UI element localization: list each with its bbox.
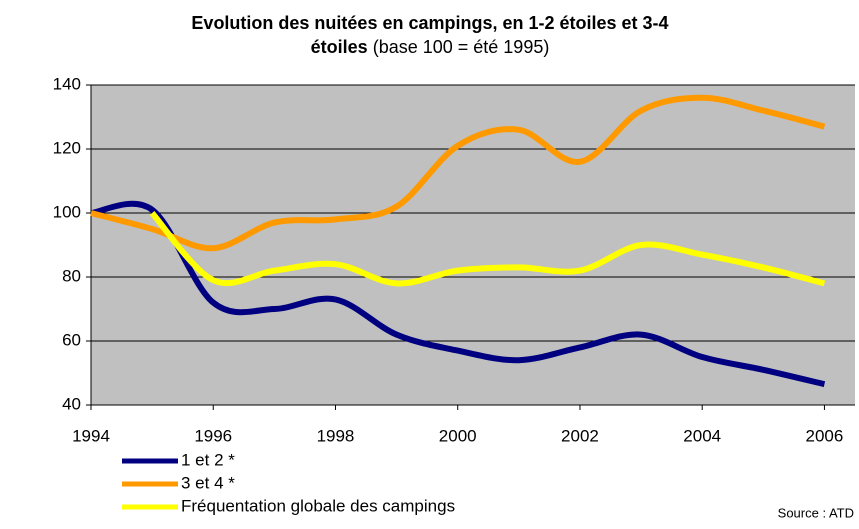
x-tick-label: 1994 xyxy=(72,426,110,445)
x-tick-label: 2004 xyxy=(683,426,721,445)
chart-title: Evolution des nuitées en campings, en 1-… xyxy=(191,13,668,33)
legend-label: Fréquentation globale des campings xyxy=(181,496,455,515)
source: Source : ATD xyxy=(778,505,854,520)
series-line xyxy=(90,94,826,252)
legend-label: 3 et 4 * xyxy=(181,473,235,492)
series-line xyxy=(149,210,826,287)
x-tick-label: 2002 xyxy=(561,426,599,445)
y-tick-label: 140 xyxy=(53,74,81,93)
x-tick-label: 2000 xyxy=(439,426,477,445)
y-tick-label: 80 xyxy=(62,266,81,285)
x-tick-label: 2006 xyxy=(806,426,844,445)
chart-title-line2: étoiles (base 100 = été 1995) xyxy=(311,37,550,57)
y-tick-label: 60 xyxy=(62,330,81,349)
series-line xyxy=(90,200,826,388)
chart-subtitle: (base 100 = été 1995) xyxy=(373,37,550,57)
y-tick-label: 40 xyxy=(62,394,81,413)
y-tick-label: 100 xyxy=(53,202,81,221)
x-tick-label: 1998 xyxy=(317,426,355,445)
legend-label: 1 et 2 * xyxy=(181,450,235,469)
y-tick-label: 120 xyxy=(53,138,81,157)
chart-title: étoiles xyxy=(311,37,368,57)
x-tick-label: 1996 xyxy=(194,426,232,445)
